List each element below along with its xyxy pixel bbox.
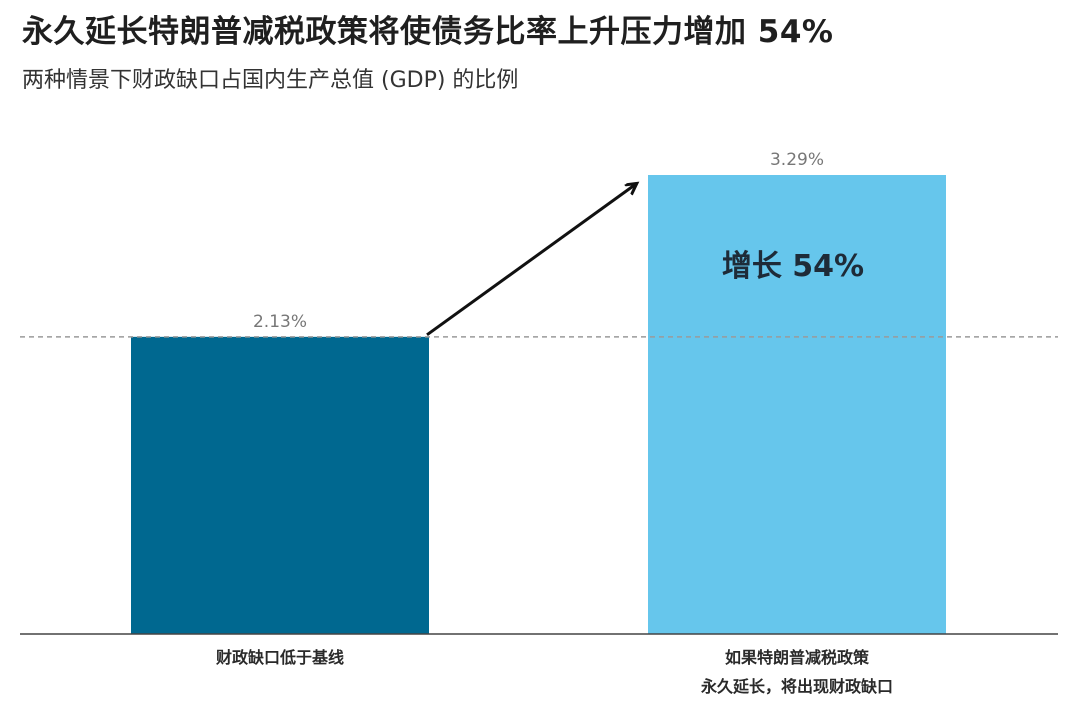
value-label-1: 3.29% xyxy=(770,150,824,170)
increase-annotation: 增长 54% xyxy=(722,249,864,284)
bar-0 xyxy=(131,336,429,634)
chart-title: 永久延长特朗普减税政策将使债务比率上升压力增加 54% xyxy=(22,14,834,50)
category-label-0-0: 财政缺口低于基线 xyxy=(215,648,344,667)
bar-1 xyxy=(648,175,946,634)
category-label-1-0: 如果特朗普减税政策 xyxy=(725,648,870,667)
category-label-1-1: 永久延长，将出现财政缺口 xyxy=(700,677,893,696)
value-label-0: 2.13% xyxy=(253,312,307,332)
increase-arrow xyxy=(426,184,636,337)
chart-subtitle: 两种情景下财政缺口占国内生产总值 (GDP) 的比例 xyxy=(22,68,519,93)
